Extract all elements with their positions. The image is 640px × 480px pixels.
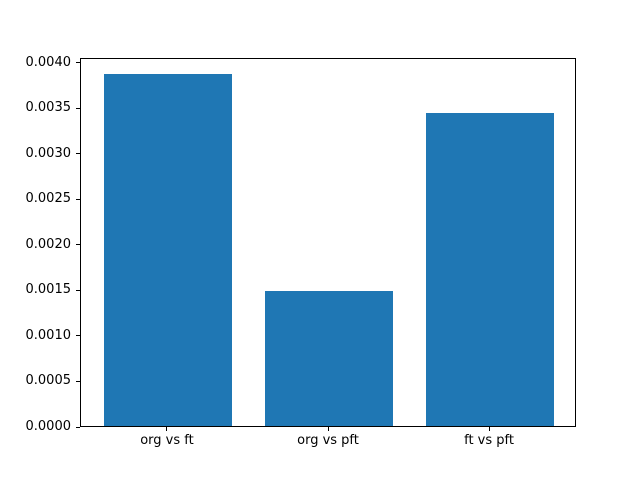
y-tick-label: 0.0010 <box>25 327 72 343</box>
y-tick-label: 0.0030 <box>25 145 72 161</box>
y-tick-mark <box>76 153 80 155</box>
x-tick-mark <box>327 427 329 431</box>
y-tick-mark <box>76 107 80 109</box>
bar-ft-vs-pft <box>425 112 555 426</box>
y-tick-label: 0.0035 <box>25 100 72 116</box>
y-tick-label: 0.0020 <box>25 236 72 252</box>
y-tick-label: 0.0025 <box>25 191 72 207</box>
y-tick-mark <box>76 289 80 291</box>
x-tick-label-ft-vs-pft: ft vs pft <box>464 433 514 448</box>
y-tick-mark <box>76 198 80 200</box>
x-tick-label-org-vs-pft: org vs pft <box>297 433 359 448</box>
y-tick-label: 0.0005 <box>25 373 72 389</box>
plot-area <box>80 58 576 427</box>
bar-org-vs-pft <box>264 291 394 426</box>
bar-org-vs-ft <box>103 74 233 426</box>
y-tick-mark <box>76 335 80 337</box>
x-tick-mark <box>488 427 490 431</box>
x-tick-label-org-vs-ft: org vs ft <box>140 433 194 448</box>
y-tick-mark <box>76 380 80 382</box>
y-tick-label: 0.0015 <box>25 282 72 298</box>
x-tick-mark <box>166 427 168 431</box>
y-tick-label: 0.0000 <box>25 419 72 434</box>
y-tick-label: 0.0040 <box>25 54 72 70</box>
y-tick-mark <box>76 62 80 64</box>
y-tick-mark <box>76 426 80 428</box>
y-tick-mark <box>76 244 80 246</box>
